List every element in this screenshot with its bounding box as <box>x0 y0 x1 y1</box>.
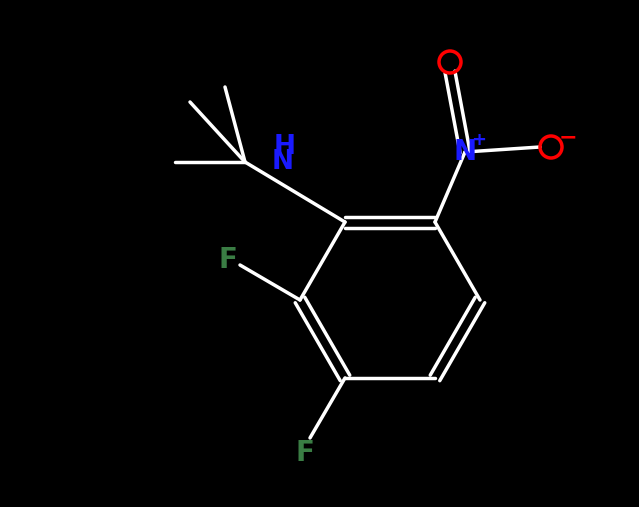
Text: N: N <box>454 138 477 166</box>
Text: −: − <box>558 127 577 147</box>
Text: +: + <box>472 131 486 149</box>
Text: F: F <box>296 439 314 467</box>
Text: F: F <box>219 246 238 274</box>
Text: H: H <box>274 134 296 160</box>
Text: N: N <box>272 149 294 175</box>
